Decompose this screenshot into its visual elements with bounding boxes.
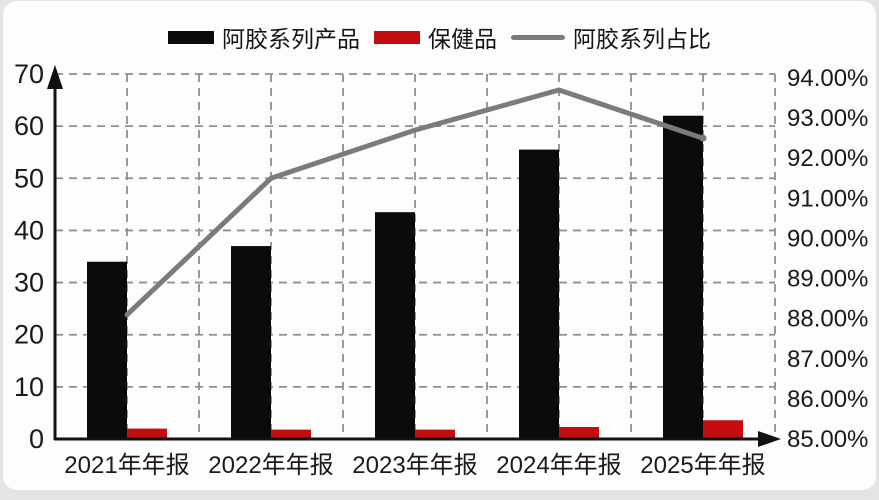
axes [47,65,781,447]
bar [375,212,415,439]
chart-legend: 阿胶系列产品 保健品 阿胶系列占比 [3,20,876,54]
legend-item-ejiao-ratio: 阿胶系列占比 [511,20,711,54]
left-axis-tick-label: 10 [14,372,44,402]
right-axis-tick-label: 88.00% [787,306,868,333]
left-axis-tick-label: 50 [14,163,44,193]
legend-label-ejiao-products: 阿胶系列产品 [222,26,360,52]
left-axis-tick-label: 40 [14,215,44,245]
right-axis-tick-label: 92.00% [787,145,868,172]
right-axis-tick-label: 91.00% [787,185,868,212]
bar [663,115,703,439]
legend-swatch-health-products [374,30,420,44]
chart-card: 阿胶系列产品 保健品 阿胶系列占比 0 10 20 30 40 50 60 70 85.00% 8… [3,1,876,490]
legend-swatch-ejiao-products [168,30,214,44]
legend-label-health-products: 保健品 [428,26,497,52]
left-axis-tick-label: 70 [14,59,44,89]
x-axis-category-labels: 2021年年报 2022年年报 2023年年报 2024年年报 2025年年报 [64,452,765,479]
x-axis-arrow-icon [758,431,781,447]
right-axis-tick-labels: 85.00% 86.00% 87.00% 88.00% 89.00% 90.00% 91.0… [787,65,868,453]
bar [271,429,311,439]
ratio-line-endpoint [699,134,707,142]
x-axis-category-label: 2023年年报 [352,452,477,479]
legend-swatch-ejiao-ratio [511,34,565,40]
bar [519,149,559,439]
left-axis-tick-label: 30 [14,268,44,298]
bar [559,427,599,439]
x-axis-category-label: 2025年年报 [640,452,765,479]
bar [231,246,271,439]
y-axis-arrow-icon [47,65,63,89]
combo-chart: 01020304050607085.00%86.00%87.00%88.00%8… [14,59,868,479]
legend-label-ejiao-ratio: 阿胶系列占比 [573,26,711,52]
legend-item-health-products: 保健品 [374,20,497,54]
x-axis-category-label: 2022年年报 [208,452,333,479]
right-axis-tick-label: 89.00% [787,266,868,293]
left-axis-tick-label: 0 [29,424,44,454]
x-axis-category-label: 2021年年报 [64,452,189,479]
x-axis-category-label: 2024年年报 [496,452,621,479]
bar-series-health-products [127,420,743,439]
right-axis-tick-label: 90.00% [787,225,868,252]
bar [87,261,127,439]
right-axis-tick-label: 87.00% [787,346,868,373]
right-axis-tick-label: 94.00% [787,65,868,92]
right-axis-tick-label: 85.00% [787,426,868,453]
left-axis-tick-label: 20 [14,320,44,350]
right-axis-tick-label: 93.00% [787,105,868,132]
bar [415,429,455,439]
ratio-line [124,87,706,318]
bar-series-ejiao-products [87,115,703,439]
left-axis-tick-labels: 0 10 20 30 40 50 60 70 [14,59,44,454]
left-axis-tick-label: 60 [14,111,44,141]
bar [127,428,167,439]
right-axis-tick-label: 86.00% [787,386,868,413]
bar [703,420,743,439]
legend-item-ejiao-products: 阿胶系列产品 [168,20,360,54]
line-series-ejiao-ratio [124,87,707,318]
